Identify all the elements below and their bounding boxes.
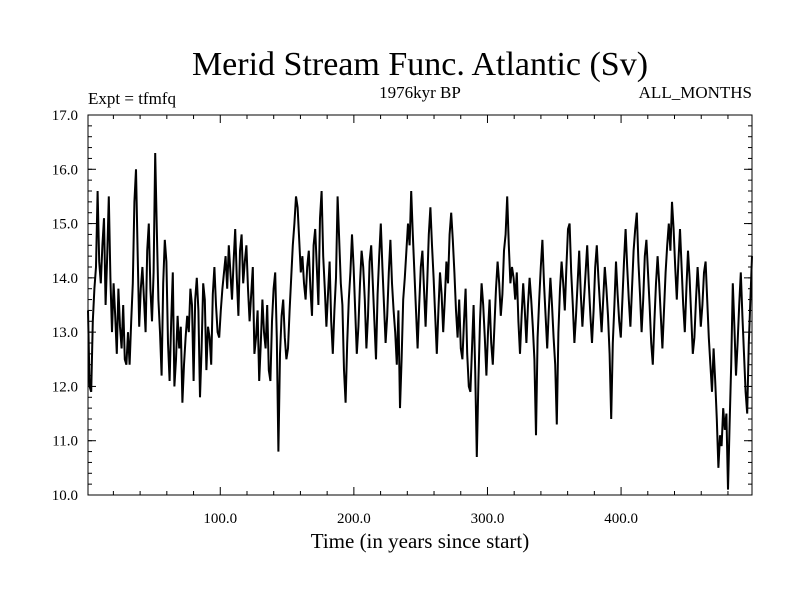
series-line <box>87 152 753 490</box>
x-tick-label: 300.0 <box>471 511 505 527</box>
experiment-label: Expt = tfmfq <box>88 89 176 108</box>
chart-title: Merid Stream Func. Atlantic (Sv) <box>192 46 648 83</box>
y-tick-label: 10.0 <box>52 488 78 504</box>
y-tick-label: 11.0 <box>52 434 78 450</box>
y-tick-label: 12.0 <box>52 379 78 395</box>
x-tick-label: 200.0 <box>337 511 371 527</box>
series-group <box>87 152 753 490</box>
y-tick-label: 15.0 <box>52 217 78 233</box>
months-label: ALL_MONTHS <box>639 83 752 102</box>
x-tick-label: 400.0 <box>604 511 638 527</box>
x-axis: 100.0 200.0 300.0 400.0 <box>112 115 729 527</box>
x-axis-label: Time (in years since start) <box>311 529 530 553</box>
y-tick-label: 14.0 <box>52 271 78 287</box>
y-axis: 10.0 11.0 12.0 13.0 14.0 15.0 16.0 17.0 <box>52 108 752 504</box>
chart-subtitle: 1976kyr BP <box>379 83 461 102</box>
x-tick-label: 100.0 <box>203 511 237 527</box>
y-tick-label: 13.0 <box>52 325 78 341</box>
y-tick-label: 16.0 <box>52 162 78 178</box>
plot-frame <box>87 114 753 496</box>
y-tick-label: 17.0 <box>52 108 78 124</box>
